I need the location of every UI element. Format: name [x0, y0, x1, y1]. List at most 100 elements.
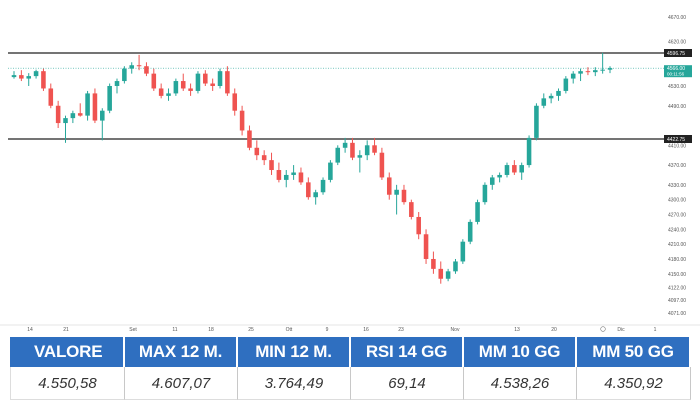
candle-body [593, 70, 598, 73]
stat-header: MM 50 GG [577, 337, 691, 367]
stats-table: VALORE 4.550,58 MAX 12 M. 4.607,07 MIN 1… [10, 337, 691, 400]
candle-body [526, 137, 532, 166]
candle-body [173, 81, 179, 94]
candle-body [372, 145, 377, 153]
x-tick-label: 1 [654, 327, 657, 333]
candle-body [158, 88, 164, 96]
y-tick-label: 4410.00 [668, 143, 686, 149]
candle-body [320, 179, 326, 193]
candle-body [100, 110, 105, 121]
candlestick-chart[interactable]: 4670.00 4620.00 4530.00 4490.00 4410.00 4370.… [0, 0, 700, 333]
level-label: 4422.75 [667, 137, 685, 143]
price-chart[interactable]: 4670.00 4620.00 4530.00 4490.00 4410.00 4370.… [0, 0, 700, 333]
candle-body [261, 155, 267, 161]
x-tick-label: 11 [172, 327, 177, 333]
candle-body [445, 271, 451, 279]
y-tick-label: 4270.00 [668, 212, 686, 218]
candle-body [55, 105, 61, 124]
y-tick-label: 4490.00 [668, 104, 686, 110]
level-label-box [664, 135, 692, 143]
stat-value: 69,14 [351, 367, 464, 400]
candle-body [585, 71, 591, 73]
candle-body [129, 65, 135, 69]
stat-header: MAX 12 M. [125, 337, 238, 367]
y-tick-label: 4180.00 [668, 257, 686, 263]
candle-body [19, 75, 24, 79]
stat-header: MIN 12 M. [238, 337, 351, 367]
candle-body [475, 202, 480, 222]
stat-header: VALORE [10, 337, 125, 367]
candle-body [563, 78, 569, 91]
candle-body [431, 258, 436, 269]
candle-body [306, 182, 311, 198]
candle-body [600, 69, 605, 71]
y-tick-label: 4300.00 [668, 198, 686, 204]
candle-body [534, 105, 539, 138]
candle-body [335, 147, 341, 163]
candle-body [70, 113, 76, 119]
candle-body [151, 73, 157, 89]
candle-body [541, 98, 547, 106]
candle-body [556, 90, 561, 96]
stat-column-rsi: RSI 14 GG 69,14 [351, 337, 464, 400]
level-label: 4596.75 [667, 51, 685, 57]
y-tick-label: 4620.00 [668, 40, 686, 46]
candle-body [578, 71, 583, 74]
stat-value: 4.550,58 [10, 367, 125, 400]
x-tick-label: Dic [617, 327, 625, 333]
candle-body [607, 68, 613, 70]
candle-body [438, 268, 444, 279]
candle-body [92, 93, 98, 121]
stat-column-min-12m: MIN 12 M. 3.764,49 [238, 337, 351, 400]
candle-body [269, 160, 274, 171]
candle-body [409, 202, 414, 217]
candle-body [217, 71, 223, 86]
candle-body [210, 83, 215, 86]
candle-body [416, 216, 421, 235]
candle-body [313, 192, 318, 198]
candle-body [342, 142, 348, 148]
candle-body [195, 73, 201, 91]
candle-body [482, 184, 488, 203]
candle-body [48, 88, 54, 106]
x-tick-label: Nov [451, 327, 460, 333]
stat-value: 3.764,49 [238, 367, 351, 400]
candle-body [85, 93, 90, 116]
x-tick-label: 20 [551, 327, 557, 333]
candle-body [291, 172, 296, 175]
stat-value: 4.607,07 [125, 367, 238, 400]
candle-body [144, 66, 149, 74]
candle-body [453, 261, 458, 272]
candle-body [166, 93, 171, 96]
stat-column-valore: VALORE 4.550,58 [10, 337, 125, 400]
x-tick-label: 18 [208, 327, 214, 333]
candle-body [136, 65, 142, 67]
candle-body [239, 110, 245, 131]
candle-body [379, 152, 385, 178]
y-tick-label: 4370.00 [668, 163, 686, 169]
candle-body [497, 174, 502, 178]
candle-body [504, 165, 510, 175]
candle-body [180, 81, 186, 89]
countdown-label: 00:11:56 [667, 72, 685, 77]
y-tick-label: 4071.00 [668, 311, 686, 317]
stat-value: 4.538,26 [464, 367, 577, 400]
clock-icon [600, 326, 606, 332]
candle-body [77, 113, 83, 116]
stat-value: 4.350,92 [577, 367, 691, 400]
candle-body [26, 76, 31, 79]
candle-body [512, 165, 517, 173]
candle-body [11, 75, 17, 78]
x-tick-label: 23 [398, 327, 404, 333]
stat-column-max-12m: MAX 12 M. 4.607,07 [125, 337, 238, 400]
candle-body [460, 241, 466, 262]
stat-header: MM 10 GG [464, 337, 577, 367]
candle-body [276, 170, 282, 180]
candle-body [357, 155, 363, 158]
candle-body [423, 234, 429, 259]
candle-body [122, 68, 127, 82]
candle-body [350, 142, 355, 158]
candle-body [232, 93, 238, 111]
y-tick-label: 4530.00 [668, 84, 686, 90]
candle-body [519, 165, 524, 173]
